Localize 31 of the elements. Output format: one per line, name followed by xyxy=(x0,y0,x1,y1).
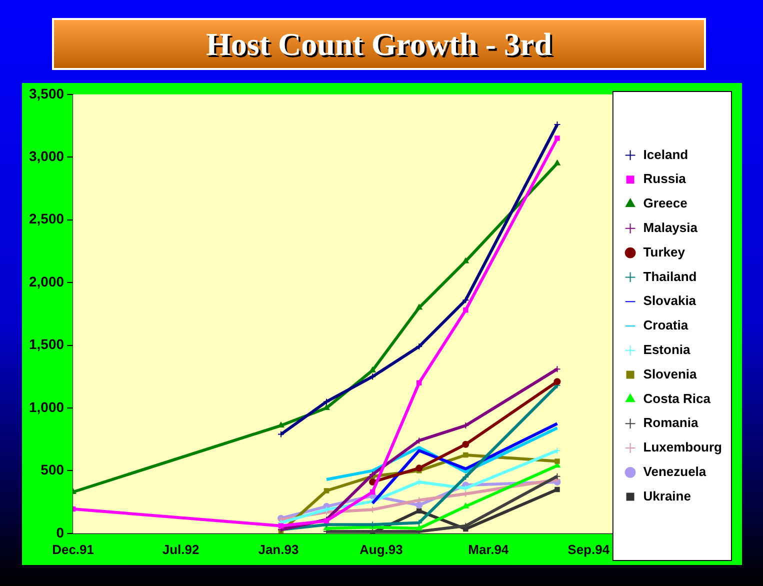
y-tick-label: 2,000 xyxy=(28,273,64,290)
y-tick-label: 3,000 xyxy=(28,148,64,164)
chart-title: Host Count Growth - 3rd xyxy=(206,26,552,62)
legend-label: Luxembourg xyxy=(643,440,722,455)
legend-label: Slovakia xyxy=(643,293,697,308)
legend-label: Costa Rica xyxy=(643,390,712,406)
y-tick-label: 3,500 xyxy=(28,85,64,102)
legend-label: Croatia xyxy=(643,318,689,333)
legend-label: Slovenia xyxy=(643,366,698,382)
x-tick-label: Jan.93 xyxy=(258,542,299,557)
title-box: Host Count Growth - 3rd xyxy=(52,18,706,70)
x-tick-label: Mar.94 xyxy=(468,542,510,557)
legend-label: Romania xyxy=(643,415,699,430)
legend-label: Ukraine xyxy=(643,488,691,504)
legend-label: Iceland xyxy=(643,146,688,162)
x-tick-label: Aug.93 xyxy=(359,542,403,557)
legend-label: Greece xyxy=(643,196,688,211)
x-tick-label: Sep.94 xyxy=(568,542,610,557)
y-tick-label: 500 xyxy=(40,462,64,478)
y-tick-label: 1,000 xyxy=(28,398,64,415)
legend-label: Russia xyxy=(643,171,687,186)
y-tick-label: 2,500 xyxy=(28,210,64,227)
legend-label: Thailand xyxy=(643,268,697,284)
legend-label: Estonia xyxy=(643,342,691,357)
y-tick-label: 1,500 xyxy=(28,336,64,352)
y-tick-label: 0 xyxy=(56,524,64,540)
x-tick-label: Dec.91 xyxy=(52,542,94,557)
x-tick-label: Jul.92 xyxy=(162,542,200,557)
legend-label: Turkey xyxy=(643,244,686,260)
legend-label: Malaysia xyxy=(643,220,698,235)
legend-label: Venezuela xyxy=(643,464,707,479)
